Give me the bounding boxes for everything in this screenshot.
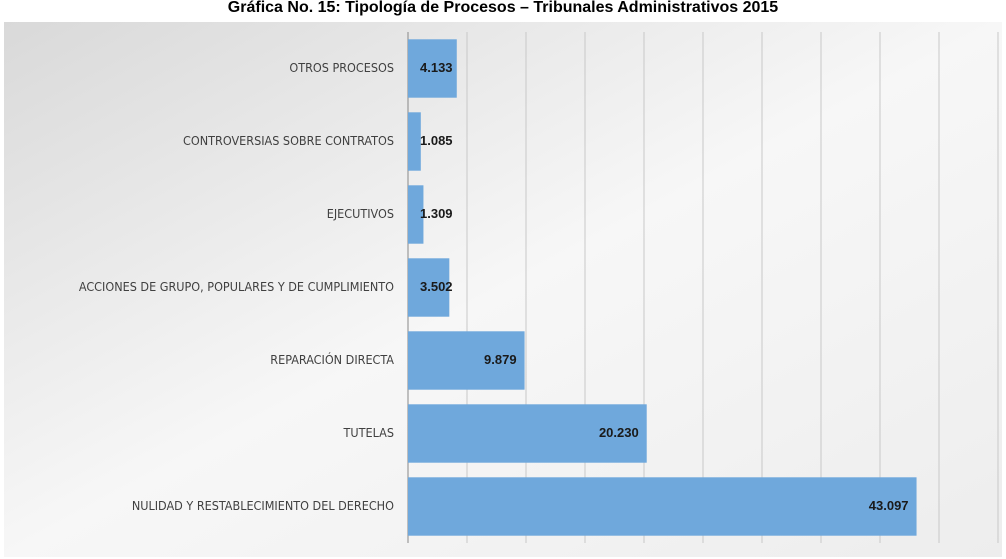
data-label: 20.230 bbox=[599, 425, 639, 440]
bar bbox=[408, 331, 525, 390]
bar bbox=[408, 477, 917, 536]
y-tick-label: EJECUTIVOS bbox=[327, 206, 394, 221]
chart-background bbox=[4, 22, 1002, 557]
y-tick-label: REPARACIÓN DIRECTA bbox=[270, 352, 394, 367]
bar bbox=[408, 185, 424, 244]
chart-title: Gráfica No. 15: Tipología de Procesos – … bbox=[228, 0, 779, 16]
bar bbox=[408, 112, 421, 171]
data-label: 43.097 bbox=[869, 498, 909, 513]
y-tick-label: TUTELAS bbox=[343, 425, 394, 440]
data-label: 4.133 bbox=[420, 60, 453, 75]
y-tick-label: OTROS PROCESOS bbox=[289, 60, 394, 75]
y-tick-label: ACCIONES DE GRUPO, POPULARES Y DE CUMPLI… bbox=[79, 279, 394, 294]
data-label: 9.879 bbox=[484, 352, 517, 367]
bar bbox=[408, 258, 450, 317]
bar bbox=[408, 39, 457, 98]
bar bbox=[408, 404, 647, 463]
y-tick-label: CONTROVERSIAS SOBRE CONTRATOS bbox=[183, 133, 394, 148]
data-label: 3.502 bbox=[420, 279, 453, 294]
data-label: 1.309 bbox=[420, 206, 453, 221]
y-tick-label: NULIDAD Y RESTABLECIMIENTO DEL DERECHO bbox=[132, 498, 394, 513]
data-label: 1.085 bbox=[420, 133, 453, 148]
